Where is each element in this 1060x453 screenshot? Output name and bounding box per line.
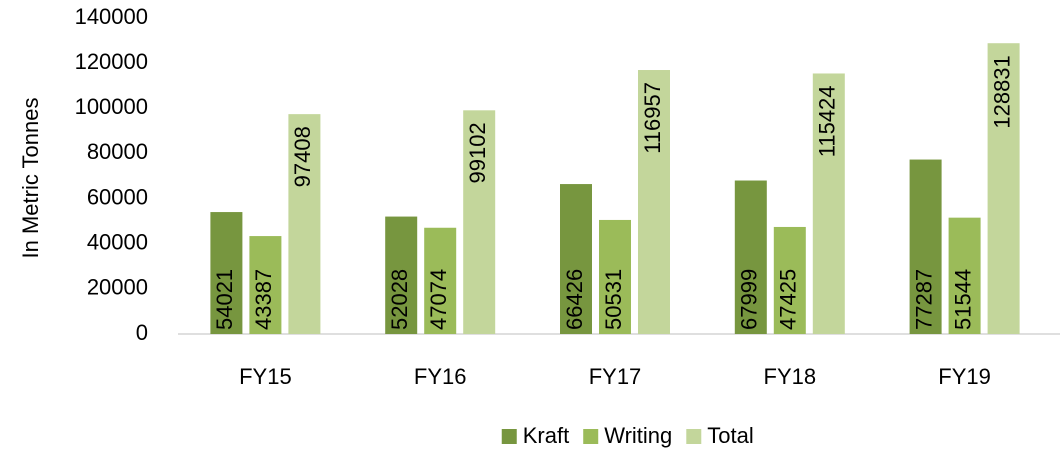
legend-swatch [501, 429, 517, 444]
data-label: 47074 [426, 269, 451, 330]
y-tick-label: 0 [136, 320, 148, 345]
legend-label: Kraft [523, 423, 569, 448]
data-label: 50531 [601, 269, 626, 330]
y-tick-label: 80000 [87, 139, 148, 164]
bar [288, 114, 321, 334]
data-label: 115424 [815, 85, 840, 157]
bar [638, 70, 670, 334]
x-tick-label: FY17 [589, 364, 642, 389]
bar [463, 110, 496, 335]
legend-swatch [686, 429, 702, 444]
y-tick-label: 40000 [87, 230, 148, 255]
x-tick-label: FY15 [239, 364, 292, 389]
y-tick-label: 100000 [75, 94, 148, 119]
bar [599, 219, 631, 334]
legend-swatch [583, 429, 599, 444]
x-tick-label: FY19 [938, 364, 991, 389]
legend-label: Total [707, 423, 753, 448]
data-label: 47425 [776, 269, 801, 330]
bar [385, 216, 418, 334]
data-label: 43387 [251, 269, 276, 330]
data-label: 67999 [737, 269, 762, 330]
bar [560, 184, 592, 334]
bar [987, 43, 1020, 335]
bar [812, 73, 845, 334]
bar [424, 227, 457, 334]
data-label: 52028 [387, 269, 412, 330]
y-tick-label: 60000 [87, 184, 148, 209]
data-label: 66426 [562, 269, 587, 330]
legend-label: Writing [604, 423, 672, 448]
bar [909, 159, 942, 334]
data-label: 54021 [212, 269, 237, 330]
data-label: 77287 [911, 269, 936, 330]
bar [210, 212, 243, 334]
bar [734, 180, 767, 334]
bar [249, 236, 282, 334]
y-axis-title: In Metric Tonnes [18, 97, 43, 258]
data-label: 128831 [989, 55, 1014, 128]
bar [773, 226, 806, 334]
data-label: 99102 [465, 122, 490, 183]
x-tick-label: FY16 [414, 364, 467, 389]
y-tick-label: 20000 [87, 275, 148, 300]
data-label: 116957 [640, 82, 665, 154]
y-tick-label: 120000 [75, 49, 148, 74]
data-label: 51544 [950, 269, 975, 330]
bar [948, 217, 981, 334]
data-label: 97408 [290, 126, 315, 187]
y-tick-label: 140000 [75, 4, 148, 29]
x-tick-label: FY18 [764, 364, 817, 389]
